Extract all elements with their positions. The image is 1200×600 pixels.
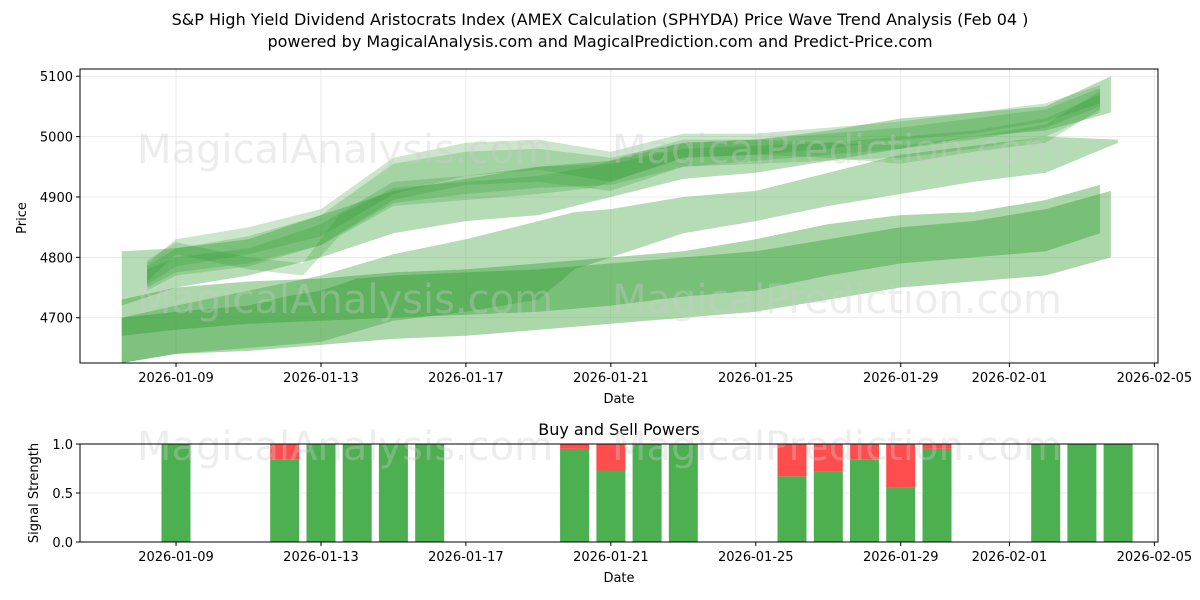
- sell-bar: [777, 444, 807, 477]
- signal-x-tick-label: 2026-01-13: [283, 550, 359, 565]
- sell-bar: [560, 444, 590, 449]
- price-x-tick-label: 2026-01-09: [138, 371, 214, 386]
- price-y-tick-label: 4700: [40, 312, 73, 327]
- price-wave-plot: MagicalAnalysis.com MagicalPrediction.co…: [15, 68, 1192, 407]
- price-y-tick-label: 4900: [40, 191, 73, 206]
- signal-x-tick-label: 2026-01-25: [718, 550, 794, 565]
- price-x-tick-label: 2026-02-01: [972, 371, 1048, 386]
- watermark-prediction-mid: MagicalPrediction.com: [612, 277, 1062, 323]
- buy-bar: [632, 444, 662, 542]
- watermark-analysis-bottom: MagicalAnalysis.com: [137, 424, 553, 470]
- signal-x-tick-label: 2026-01-29: [863, 550, 939, 565]
- price-y-tick-label: 5000: [40, 131, 73, 146]
- sell-bar: [596, 444, 626, 471]
- price-x-tick-label: 2026-01-13: [283, 371, 359, 386]
- wave-band-upper-wave-2: [147, 88, 1100, 288]
- price-y-axis-label: Price: [15, 202, 30, 234]
- wave-band-upper-wave-1: [147, 85, 1100, 285]
- price-x-tick-label: 2026-02-05: [1117, 371, 1193, 386]
- chart-subtitle: powered by MagicalAnalysis.com and Magic…: [267, 32, 932, 51]
- sell-bar: [270, 444, 300, 460]
- signal-y-axis-label: Signal Strength: [27, 443, 42, 543]
- watermark-prediction-top: MagicalPrediction.com: [612, 127, 1062, 173]
- buy-bar: [850, 459, 879, 542]
- signal-y-tick-label: 1.0: [52, 438, 73, 453]
- signal-x-tick-label: 2026-01-21: [573, 550, 649, 565]
- price-y-tick-label: 5100: [40, 70, 73, 85]
- buy-bar: [415, 444, 445, 542]
- watermark-analysis-mid: MagicalAnalysis.com: [137, 277, 553, 323]
- buy-bar: [668, 444, 698, 542]
- buy-bar: [270, 459, 300, 542]
- wave-band-upper-wave-3: [147, 91, 1100, 282]
- chart-title: S&P High Yield Dividend Aristocrats Inde…: [172, 10, 1029, 29]
- signal-x-ticks: 2026-01-09 2026-01-13 2026-01-17 2026-01-21…: [138, 542, 1192, 565]
- signal-bars: [161, 444, 1133, 542]
- watermark-prediction-bottom: MagicalPrediction.com: [612, 424, 1062, 470]
- price-x-tick-label: 2026-01-21: [573, 371, 649, 386]
- buy-sell-plot: Buy and Sell Powers MagicalAnalysis.com …: [27, 420, 1192, 586]
- price-x-ticks: 2026-01-09 2026-01-13 2026-01-17 2026-01-21…: [138, 363, 1192, 386]
- buy-bar: [1103, 444, 1133, 542]
- sell-bar: [813, 444, 843, 472]
- price-plot-frame: [79, 68, 1159, 364]
- price-x-tick-label: 2026-01-25: [718, 371, 794, 386]
- buy-sell-title: Buy and Sell Powers: [538, 420, 700, 439]
- wave-band-long-band: [121, 136, 1119, 363]
- wave-band-lower-wave-1: [121, 184, 1100, 336]
- buy-bar: [922, 448, 952, 542]
- buy-bar: [596, 470, 626, 542]
- price-x-tick-label: 2026-01-29: [863, 371, 939, 386]
- buy-bar: [777, 476, 807, 542]
- buy-bar: [560, 448, 590, 542]
- buy-bar: [813, 471, 843, 542]
- price-gridlines: [80, 69, 1158, 363]
- buy-bar: [306, 444, 336, 542]
- buy-bar: [1031, 444, 1061, 542]
- signal-x-axis-label: Date: [603, 571, 634, 586]
- price-y-ticks: 4700 4800 4900 5000 5100: [40, 70, 80, 327]
- price-x-tick-label: 2026-01-17: [428, 371, 504, 386]
- buy-bar: [886, 487, 916, 542]
- signal-x-tick-label: 2026-01-17: [428, 550, 504, 565]
- wave-band-lower-wave-2: [121, 190, 1111, 363]
- sell-bar: [886, 444, 916, 488]
- buy-bar: [161, 444, 191, 542]
- buy-bar: [1067, 444, 1097, 542]
- signal-x-tick-label: 2026-02-01: [972, 550, 1048, 565]
- watermark-analysis-top: MagicalAnalysis.com: [137, 127, 553, 173]
- signal-y-ticks: 0.0 0.5 1.0: [52, 438, 80, 551]
- sell-bar: [850, 444, 879, 460]
- price-x-axis-label: Date: [603, 392, 634, 407]
- buy-bar: [378, 444, 408, 542]
- signal-x-tick-label: 2026-02-05: [1117, 550, 1193, 565]
- wave-band-wide-band: [121, 76, 1111, 306]
- price-y-tick-label: 4800: [40, 251, 73, 266]
- wave-band-upper-wave-4: [147, 94, 1100, 291]
- buy-bar: [342, 444, 372, 542]
- sell-bar: [922, 444, 952, 449]
- signal-y-tick-label: 0.0: [52, 536, 73, 551]
- signal-y-tick-label: 0.5: [52, 487, 73, 502]
- signal-x-tick-label: 2026-01-09: [138, 550, 214, 565]
- price-wave-bands: [121, 76, 1119, 363]
